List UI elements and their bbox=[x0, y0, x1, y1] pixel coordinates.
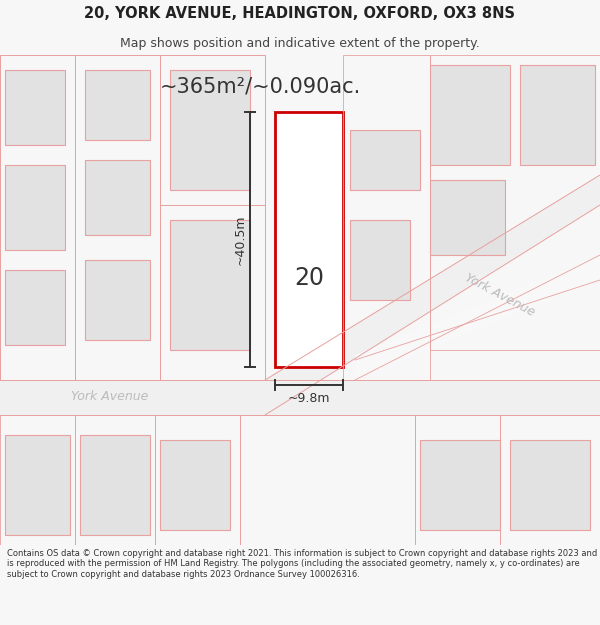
Bar bbox=[85, 160, 150, 235]
Bar bbox=[510, 440, 590, 530]
Bar bbox=[430, 65, 510, 165]
Bar bbox=[170, 70, 250, 190]
Bar bbox=[80, 435, 150, 535]
Text: ~9.8m: ~9.8m bbox=[288, 391, 330, 404]
Bar bbox=[275, 112, 343, 367]
Text: York Avenue: York Avenue bbox=[71, 391, 149, 404]
Text: ~365m²/~0.090ac.: ~365m²/~0.090ac. bbox=[160, 77, 361, 97]
Bar bbox=[5, 270, 65, 345]
Bar bbox=[520, 65, 595, 165]
Bar bbox=[85, 70, 150, 140]
Bar bbox=[160, 440, 230, 530]
Polygon shape bbox=[355, 255, 600, 380]
Bar bbox=[430, 180, 505, 255]
Text: York Avenue: York Avenue bbox=[463, 271, 537, 319]
Text: 20: 20 bbox=[294, 266, 324, 290]
Bar bbox=[170, 220, 250, 350]
Text: Contains OS data © Crown copyright and database right 2021. This information is : Contains OS data © Crown copyright and d… bbox=[7, 549, 598, 579]
Bar bbox=[350, 220, 410, 300]
Bar bbox=[5, 435, 70, 535]
Polygon shape bbox=[265, 175, 600, 415]
Text: Map shows position and indicative extent of the property.: Map shows position and indicative extent… bbox=[120, 38, 480, 51]
Polygon shape bbox=[0, 380, 600, 415]
Bar bbox=[350, 130, 420, 190]
Bar bbox=[420, 440, 500, 530]
Text: ~40.5m: ~40.5m bbox=[233, 214, 247, 265]
Bar bbox=[5, 165, 65, 250]
Text: 20, YORK AVENUE, HEADINGTON, OXFORD, OX3 8NS: 20, YORK AVENUE, HEADINGTON, OXFORD, OX3… bbox=[85, 6, 515, 21]
Bar bbox=[85, 260, 150, 340]
Bar bbox=[5, 70, 65, 145]
